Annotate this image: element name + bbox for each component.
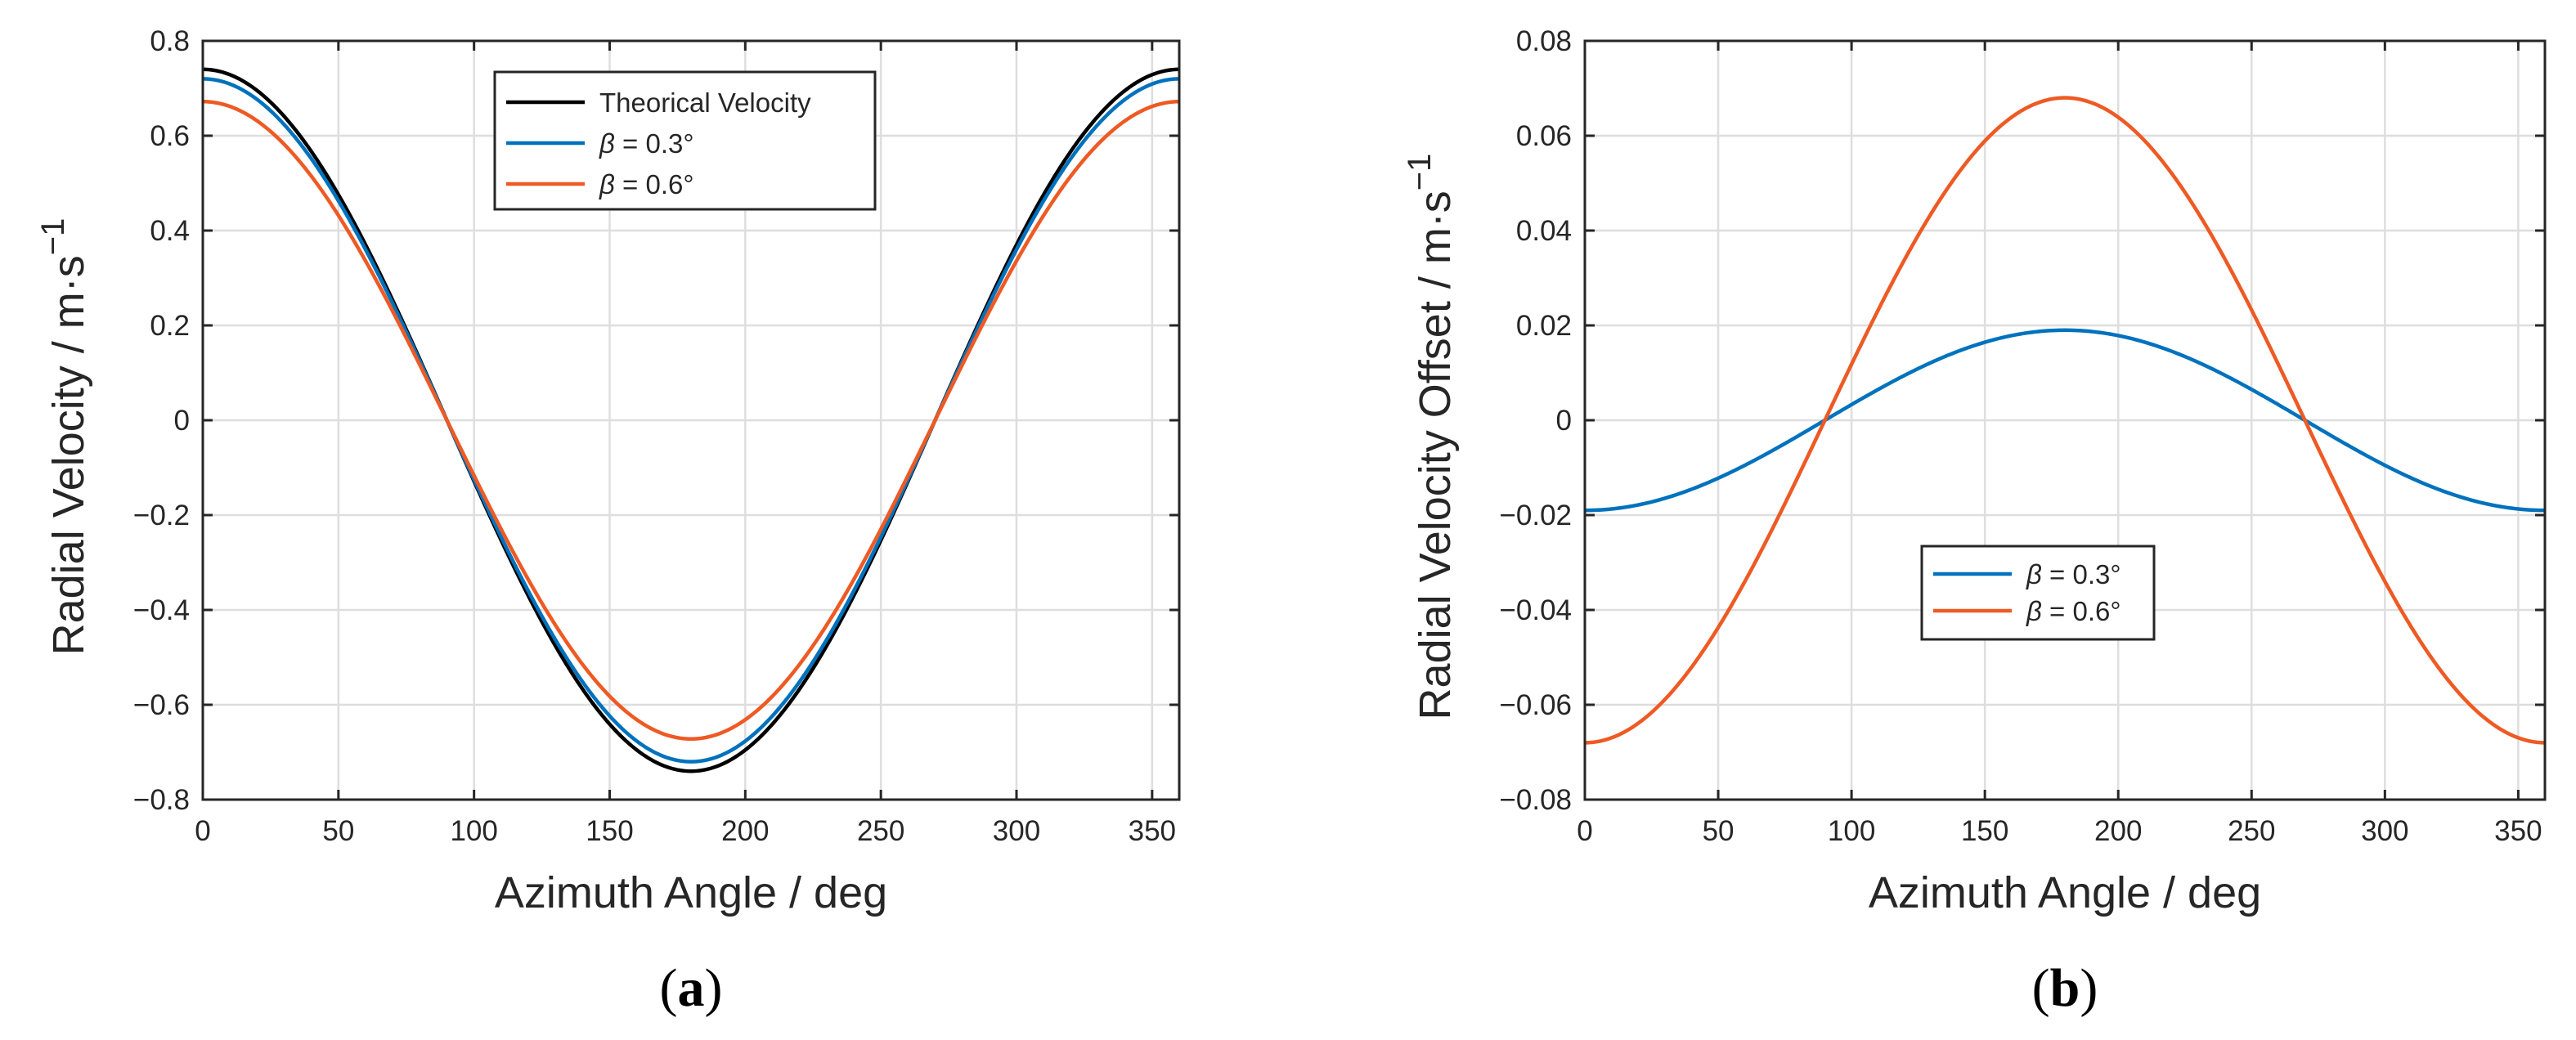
legend-entry-1: β = 0.3° [2026,559,2121,589]
x-tick-label: 350 [2494,815,2542,847]
y-axis-label-superscript: −1 [1402,154,1438,191]
x-tick-label: 250 [2228,815,2275,847]
x-tick-label: 250 [857,815,904,847]
x-tick-label: 150 [1961,815,2008,847]
y-tick-label: 0.08 [1516,25,1572,57]
y-axis-label: Radial Velocity Offset / m·s−1 [1402,154,1460,720]
series-line-2 [1584,96,2546,745]
legend-entry-1: Theorical Velocity [599,87,811,118]
legend-symbol: β [599,128,615,159]
legend-value: Theorical Velocity [599,87,811,118]
panel-label: (b) [2032,958,2098,1018]
y-tick-label: 0.06 [1516,120,1572,152]
legend-box [493,70,877,211]
x-tick-label: 100 [450,815,497,847]
x-tick-label: 150 [586,815,633,847]
y-tick-label: −0.06 [1499,689,1572,721]
y-tick-label: 0.02 [1516,310,1572,342]
y-tick-label: 0 [1556,405,1572,437]
y-tick-label: −0.08 [1499,784,1572,816]
x-tick-label: 100 [1828,815,1875,847]
legend-symbol: β [2026,596,2042,626]
series-line-1 [1584,328,2546,513]
legend-value: = 0.3° [2042,559,2121,589]
y-tick-label: −0.2 [133,500,190,531]
y-tick-label: 0.4 [150,215,190,247]
y-tick-label: 0.2 [150,310,190,342]
legend-entry-2: β = 0.3° [599,128,694,159]
x-axis-label: Azimuth Angle / deg [495,868,887,917]
y-tick-label: 0.04 [1516,215,1572,247]
y-tick-label: −0.04 [1499,594,1572,626]
chart-panel-a: 0 50 100 150 200 250 300 350 −0.8 −0.6 −0.4 −0.2 0 0.… [35,25,1181,1018]
legend-value: = 0.3° [615,128,694,159]
legend-box [1920,545,2156,641]
legend-symbol: β [599,169,615,199]
x-tick-label: 200 [2094,815,2142,847]
x-axis-label: Azimuth Angle / deg [1869,868,2261,917]
x-tick-label: 50 [1703,815,1735,847]
y-tick-label: 0.6 [150,120,190,152]
y-tick-label: −0.02 [1499,500,1572,531]
y-tick-label: −0.8 [133,784,190,816]
x-tick-label: 0 [1577,815,1592,847]
legend-entry-3: β = 0.6° [599,169,694,199]
legend-symbol: β [2026,559,2042,589]
legend-value: = 0.6° [2042,596,2121,626]
series-line-3 [202,99,1180,742]
y-axis-label-text: Radial Velocity Offset / m·s [1411,191,1460,719]
panel-label: (a) [660,958,723,1018]
y-tick-label: −0.4 [133,594,190,626]
legend-entry-2: β = 0.6° [2026,596,2121,626]
legend-value: = 0.6° [615,169,694,199]
x-tick-label: 350 [1129,815,1176,847]
y-tick-label: 0.8 [150,25,190,57]
series-line-1 [202,67,1180,773]
y-tick-label: 0 [174,405,190,437]
y-axis-label-text: Radial Velocity / m·s [44,255,93,655]
y-tick-label: −0.6 [133,689,190,721]
chart-panel-b: 0 50 100 150 200 250 300 350 −0.08 −0.06 −0.04 −0.0… [1402,25,2547,1018]
y-axis-label-superscript: −1 [35,218,71,256]
x-tick-label: 50 [322,815,354,847]
x-tick-label: 300 [993,815,1040,847]
series-line-2 [202,77,1180,764]
x-tick-label: 300 [2361,815,2408,847]
x-tick-label: 0 [195,815,210,847]
x-tick-label: 200 [721,815,769,847]
y-axis-label: Radial Velocity / m·s−1 [35,218,93,656]
